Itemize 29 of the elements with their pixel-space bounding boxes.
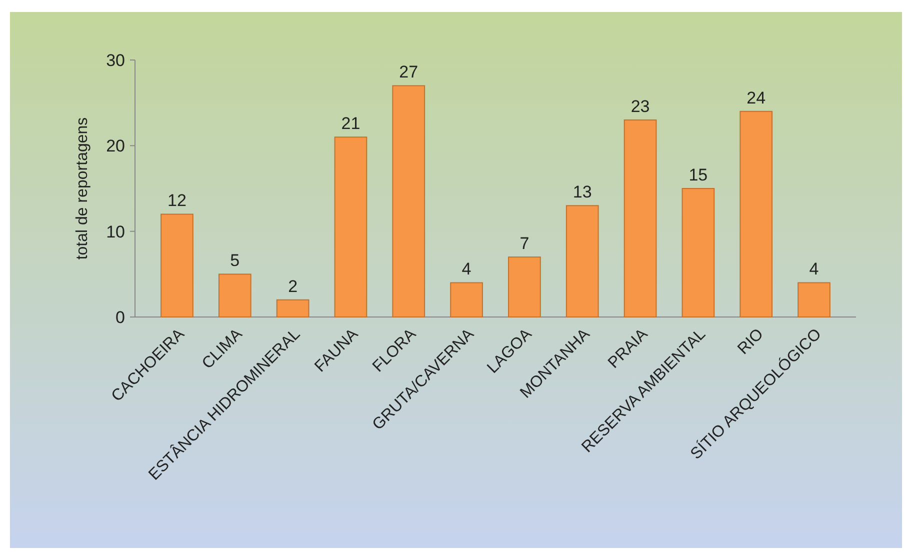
data-label: 4 bbox=[809, 260, 819, 279]
y-tick-label: 20 bbox=[106, 136, 125, 156]
data-label: 2 bbox=[288, 276, 298, 296]
y-tick-label: 0 bbox=[116, 308, 125, 327]
data-label: 12 bbox=[168, 191, 186, 210]
y-axis-title: total de reportagens bbox=[74, 117, 91, 260]
data-label: 27 bbox=[399, 62, 418, 82]
bar bbox=[740, 110, 773, 318]
y-tick-label: 10 bbox=[106, 222, 125, 242]
data-label: 4 bbox=[462, 260, 472, 279]
bar bbox=[334, 136, 368, 318]
bar bbox=[392, 85, 426, 318]
data-label: 15 bbox=[688, 166, 708, 184]
bar bbox=[566, 205, 599, 318]
bar bbox=[450, 282, 483, 318]
data-label: 13 bbox=[572, 182, 592, 202]
bar bbox=[276, 299, 310, 318]
data-label: 7 bbox=[520, 234, 530, 254]
data-label: 21 bbox=[341, 114, 360, 134]
bar bbox=[218, 274, 252, 318]
data-label: 5 bbox=[230, 251, 240, 270]
bar bbox=[798, 282, 830, 318]
data-label: 23 bbox=[630, 96, 650, 116]
data-label: 24 bbox=[746, 88, 766, 108]
bar bbox=[160, 214, 194, 318]
y-tick-label: 30 bbox=[106, 50, 125, 70]
bar bbox=[682, 188, 715, 318]
bar bbox=[508, 256, 541, 318]
bar bbox=[624, 119, 657, 318]
